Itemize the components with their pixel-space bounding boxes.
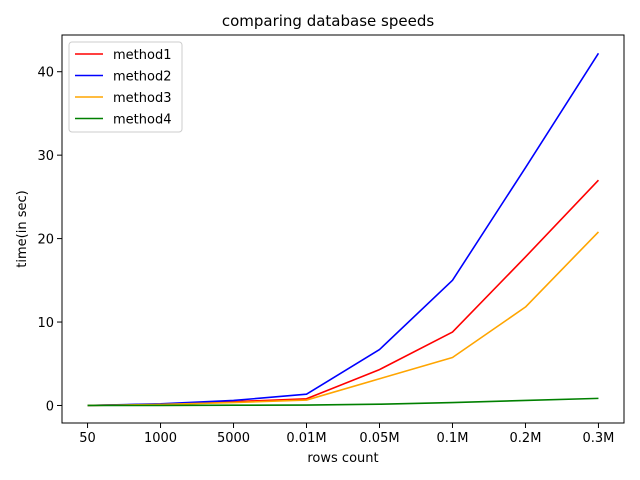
axes-frame [61, 34, 625, 424]
x-tick-label: 5000 [217, 431, 250, 446]
y-axis-title: time(in sec) [15, 190, 30, 267]
x-axis-title: rows count [307, 451, 378, 466]
series-line-method3 [87, 231, 600, 407]
plot-area: 50 1000 5000 0.01M 0.05M 0.1M 0.2M 0.3M 0 10 20 30 4… [37, 34, 625, 446]
legend: method1 method2 method3 method4 [68, 41, 183, 133]
series-line-method2 [87, 52, 600, 407]
x-tick-label: 0.05M [359, 431, 399, 446]
chart-title: comparing database speeds [222, 12, 435, 30]
y-tick-label: 40 [37, 66, 54, 81]
legend-label-method2: method2 [113, 70, 171, 85]
x-tick-label: 0.2M [510, 431, 542, 446]
series-line-method4 [87, 397, 599, 407]
y-tick-label: 10 [37, 316, 54, 331]
legend-label-method3: method3 [113, 91, 171, 106]
legend-box [68, 41, 183, 133]
x-tick-label: 0.01M [286, 431, 326, 446]
x-tick-label: 0.3M [583, 431, 615, 446]
x-tick-label: 1000 [144, 431, 177, 446]
y-tick-label: 20 [37, 233, 54, 248]
legend-label-method1: method1 [113, 48, 171, 63]
legend-label-method4: method4 [113, 113, 171, 128]
y-tick-label: 30 [37, 149, 54, 164]
y-tick-label: 0 [46, 399, 54, 414]
x-tick-label: 0.1M [437, 431, 469, 446]
x-tick-label: 50 [79, 431, 96, 446]
